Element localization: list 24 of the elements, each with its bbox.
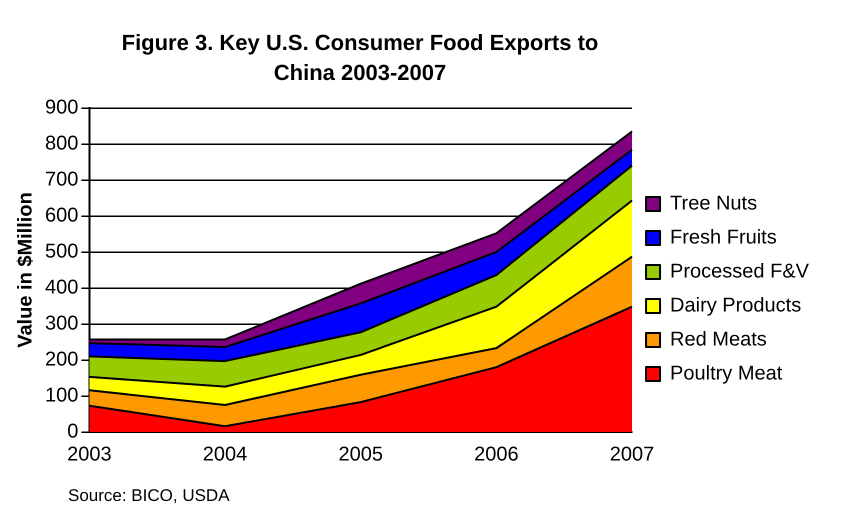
x-tick-label: 2003 bbox=[67, 444, 112, 466]
y-tick-label: 700 bbox=[44, 168, 78, 191]
y-tick-label: 500 bbox=[44, 240, 78, 263]
chart-title: Figure 3. Key U.S. Consumer Food Exports to China 2003-2007 bbox=[120, 29, 600, 87]
x-tick-label: 2006 bbox=[474, 444, 519, 466]
y-tick-label: 800 bbox=[44, 132, 78, 155]
x-tick-label: 2004 bbox=[202, 444, 248, 466]
y-tick-label: 600 bbox=[44, 204, 78, 227]
y-tick-label: 100 bbox=[44, 384, 78, 407]
legend-label: Processed F&V bbox=[670, 260, 810, 283]
y-tick-label: 300 bbox=[44, 312, 78, 335]
y-axis-title: Value in $Million bbox=[14, 192, 37, 348]
legend-label: Poultry Meat bbox=[670, 362, 783, 385]
source-note: Source: BICO, USDA bbox=[68, 486, 230, 506]
y-tick-label: 400 bbox=[44, 276, 78, 299]
legend-label: Fresh Fruits bbox=[670, 226, 777, 249]
x-tick-label: 2005 bbox=[338, 444, 383, 466]
y-tick-label: 0 bbox=[67, 420, 78, 443]
legend-label: Dairy Products bbox=[670, 294, 802, 317]
y-tick-label: 200 bbox=[44, 348, 78, 371]
legend-label: Red Meats bbox=[670, 328, 767, 351]
legend-label: Tree Nuts bbox=[670, 192, 758, 215]
x-tick-label: 2007 bbox=[610, 444, 654, 466]
y-tick-label: 900 bbox=[44, 96, 78, 119]
